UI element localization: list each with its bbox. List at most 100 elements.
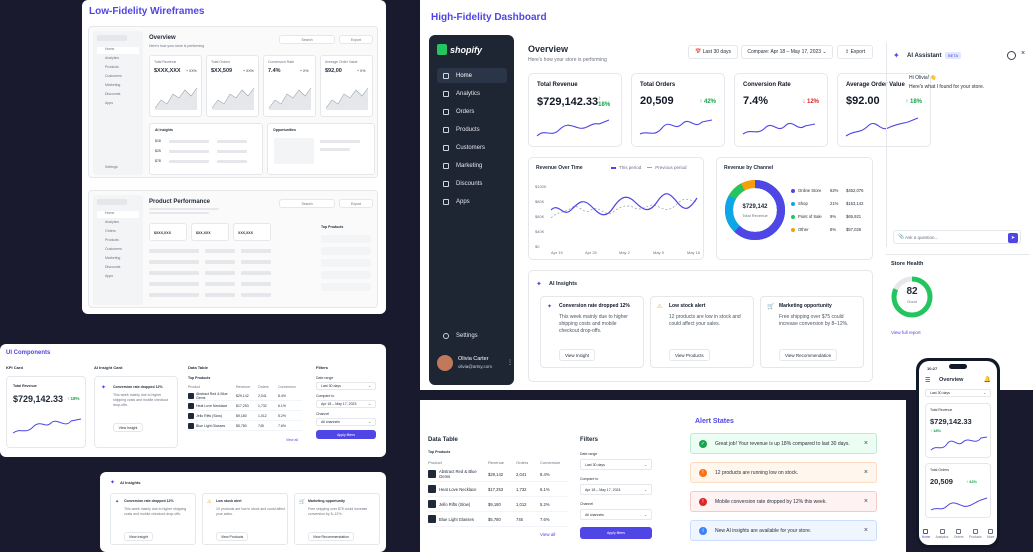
table-row[interactable]: Blue Light Glasses $5,780 745 7.6% — [428, 512, 568, 527]
table-row[interactable]: Blue Light Glasses $5,780 745 7.6% — [188, 421, 302, 431]
sidebar-item-customers[interactable]: Customers — [437, 140, 507, 155]
insight-card: ✦ Conversion rate dropped 12% This week … — [540, 296, 644, 368]
date-range-select[interactable]: Last 30 days ⌄ — [580, 459, 652, 470]
view-all-link[interactable]: View all — [286, 438, 298, 442]
lowfi-nav-item[interactable]: Apps — [105, 274, 113, 278]
table-row[interactable]: Jello Rifts (Slow) $9,180 1,012 5.2% — [428, 497, 568, 512]
filters-sample: Date range Last 30 days ⌄ Compare to Apr … — [316, 376, 376, 439]
date-range-select[interactable]: Last 30 days ⌄ — [316, 382, 376, 390]
alert: i New AI insights are available for your… — [690, 520, 877, 541]
sidebar-item-discounts[interactable]: Discounts — [437, 176, 507, 191]
kpi-sparkline — [742, 122, 816, 135]
lowfi-product-export[interactable]: Export — [339, 199, 373, 208]
lowfi-export[interactable]: Export — [339, 35, 373, 44]
lowfi-nav-item[interactable]: Marketing — [105, 83, 121, 87]
phone-tab[interactable]: Home — [922, 529, 930, 539]
lowfi-product-frame: Home Analytics Orders Products Customers Mark… — [88, 190, 378, 308]
table-row[interactable]: Heat Love Necklace $17,253 1,732 6.1% — [428, 482, 568, 497]
lowfi-nav-item[interactable]: Apps — [105, 101, 113, 105]
user-icon[interactable] — [1007, 51, 1016, 60]
kpi-card: Total Orders 20,509 ↑ 42% — [631, 73, 725, 147]
close-icon[interactable]: × — [863, 469, 868, 476]
sidebar-item-settings[interactable]: Settings — [437, 328, 507, 343]
channel-row: Point of Sale 9% $65,921 — [791, 214, 869, 219]
table-row[interactable]: Abstract Red & Blue Gems $29,142 2,041 8.4% — [428, 467, 568, 482]
user-profile[interactable]: Olivia Carter olivia@artsy.com ⋮ — [437, 353, 513, 377]
ask-input[interactable]: 📎 Ask a question... ➤ — [893, 230, 1021, 244]
lowfi-nav-item[interactable]: Analytics — [105, 56, 120, 60]
export-button[interactable]: ⇪ Export — [837, 45, 873, 59]
phone-date-select[interactable]: Last 30 days ⌄ — [925, 389, 991, 397]
channel-select[interactable]: All channels ⌄ — [316, 418, 376, 426]
phone-tab[interactable]: Orders — [954, 529, 964, 539]
sidebar-item-marketing[interactable]: Marketing — [437, 158, 507, 173]
table-row[interactable]: Heat Love Necklace $17,253 1,732 6.1% — [188, 401, 302, 411]
lowfi-nav-item[interactable]: Discounts — [105, 92, 121, 96]
channel-row: Other 8% $57,026 — [791, 227, 869, 232]
view-all-link[interactable]: View all — [540, 532, 556, 537]
sidebar-item-products[interactable]: Products — [437, 122, 507, 137]
kpi-card: Conversion Rate 7.4% ↓ 12% — [734, 73, 828, 147]
channel-card: Revenue by Channel $729,142 Total Revenu… — [716, 157, 873, 260]
lowfi-panel: Low-Fidelity Wireframes Home Analytics Pro… — [82, 0, 386, 314]
lowfi-nav-item[interactable]: Marketing — [105, 256, 121, 260]
lowfi-product-search[interactable]: Search — [279, 199, 335, 208]
sidebar-item-apps[interactable]: Apps — [437, 194, 507, 209]
apply-filters-button[interactable]: Apply filters — [316, 430, 376, 439]
filters-panel: Filters Date range Last 30 days ⌄ Compare… — [572, 400, 660, 552]
more-icon: ⋮ — [507, 360, 513, 366]
lowfi-nav-item[interactable]: Products — [105, 238, 119, 242]
lowfi-kpi: Average Order Value $92,00 + X% — [320, 55, 373, 117]
lowfi-nav-item[interactable]: Products — [105, 65, 119, 69]
compare-button[interactable]: Compare: Apr 18 – May 17, 2023 ⌄ — [741, 45, 833, 59]
close-icon[interactable]: × — [863, 440, 868, 447]
ai-strip-button[interactable]: View Insight — [124, 532, 153, 541]
view-insight-button[interactable]: View Insight — [113, 423, 143, 432]
kpi-sparkline — [845, 117, 919, 137]
kpi-sparkline — [536, 119, 610, 137]
phone-tab[interactable]: Products — [969, 529, 982, 539]
phone-tab[interactable]: Analytics — [936, 529, 948, 539]
menu-icon[interactable]: ☰ — [925, 378, 931, 384]
ai-strip-button[interactable]: View Products — [216, 532, 249, 541]
lowfi-nav-item[interactable]: Analytics — [105, 220, 120, 224]
insight-button[interactable]: View Recommendation — [779, 349, 838, 361]
apply-filters-button[interactable]: Apply filters — [580, 527, 652, 539]
table-row[interactable]: Jello Rifts (Slow) $9,180 1,012 5.2% — [188, 411, 302, 421]
insight-button[interactable]: View Products — [669, 349, 710, 361]
close-icon[interactable]: × — [863, 527, 868, 534]
lowfi-nav-item[interactable]: Customers — [105, 247, 122, 251]
lowfi-nav-item[interactable]: Customers — [105, 74, 122, 78]
close-icon[interactable]: × — [863, 498, 868, 505]
revenue-line-chart — [550, 193, 698, 219]
hifi-title: High-Fidelity Dashboard — [431, 12, 547, 23]
phone-tab[interactable]: More — [987, 529, 994, 539]
lowfi-nav-item[interactable]: Home — [97, 47, 139, 54]
ai-insight-card-sample: ✦ Conversion rate dropped 12% This week … — [94, 376, 178, 448]
y-tick: $100K — [535, 184, 547, 189]
x-tick: May 2 — [619, 250, 630, 255]
bell-icon[interactable]: 🔔 — [983, 377, 991, 383]
legend-dot — [791, 214, 795, 219]
y-tick: $80K — [535, 199, 545, 204]
channel-select[interactable]: All channels ⌄ — [580, 509, 652, 520]
table-row[interactable]: Abstract Red & Blue Gems $29,142 2,041 8.4% — [188, 391, 302, 401]
lowfi-nav-item[interactable]: Discounts — [105, 265, 121, 269]
sidebar-item-home[interactable]: Home — [437, 68, 507, 83]
ai-strip-button[interactable]: View Recommendation — [308, 532, 354, 541]
view-full-report-link[interactable]: View full report — [891, 330, 921, 335]
compare-select[interactable]: Apr 18 – May 17, 2024 ⌄ — [580, 484, 652, 495]
sidebar-item-orders[interactable]: Orders — [437, 104, 507, 119]
send-button[interactable]: ➤ — [1008, 233, 1018, 243]
sidebar-item-analytics[interactable]: Analytics — [437, 86, 507, 101]
y-tick: $0 — [535, 244, 540, 249]
lowfi-nav-item[interactable]: Orders — [105, 229, 116, 233]
compare-select[interactable]: Apr 18 – May 17, 2023 ⌄ — [316, 400, 376, 408]
date-range-button[interactable]: 📅 Last 30 days — [688, 45, 738, 59]
insight-button[interactable]: View Insight — [559, 349, 596, 361]
close-icon[interactable]: × — [1021, 50, 1026, 57]
lowfi-search[interactable]: Search — [279, 35, 335, 44]
ui-components-panel: UI Components KPI Card Total Revenue $72… — [0, 344, 386, 457]
lowfi-nav-item[interactable]: Home — [97, 211, 139, 218]
channel-row: Shop 21% $153,142 — [791, 201, 869, 206]
